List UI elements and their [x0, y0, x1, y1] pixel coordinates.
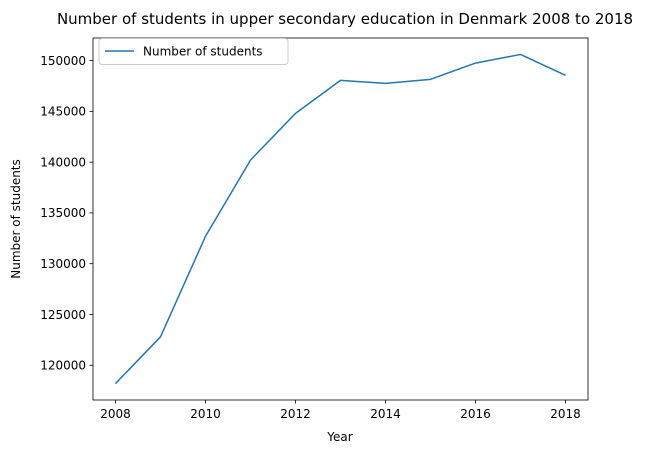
y-tick-label: 135000	[40, 206, 86, 220]
x-tick-label: 2014	[370, 407, 401, 421]
y-axis-label: Number of students	[9, 159, 23, 279]
legend-label: Number of students	[143, 45, 263, 59]
y-axis: 120000 125000 130000 135000 140000 145000 1500…	[40, 54, 93, 373]
x-tick-label: 2010	[190, 407, 221, 421]
x-tick-label: 2012	[280, 407, 311, 421]
y-tick-label: 145000	[40, 105, 86, 119]
y-tick-label: 150000	[40, 54, 86, 68]
y-tick-label: 125000	[40, 308, 86, 322]
x-axis: 2008 2010 2012 2014 2016 2018	[100, 400, 581, 421]
y-tick-label: 130000	[40, 257, 86, 271]
plot-area	[92, 37, 589, 401]
y-tick-label: 120000	[40, 359, 86, 373]
legend: Number of students	[98, 38, 289, 65]
x-tick-label: 2016	[460, 407, 491, 421]
x-axis-label: Year	[326, 430, 352, 444]
series-line-number-of-students	[114, 53, 566, 385]
x-tick-label: 2008	[100, 407, 131, 421]
y-tick-label: 140000	[40, 155, 86, 169]
legend-box	[98, 38, 289, 65]
x-tick-label: 2018	[550, 407, 581, 421]
chart-title: Number of students in upper secondary ed…	[57, 10, 633, 28]
